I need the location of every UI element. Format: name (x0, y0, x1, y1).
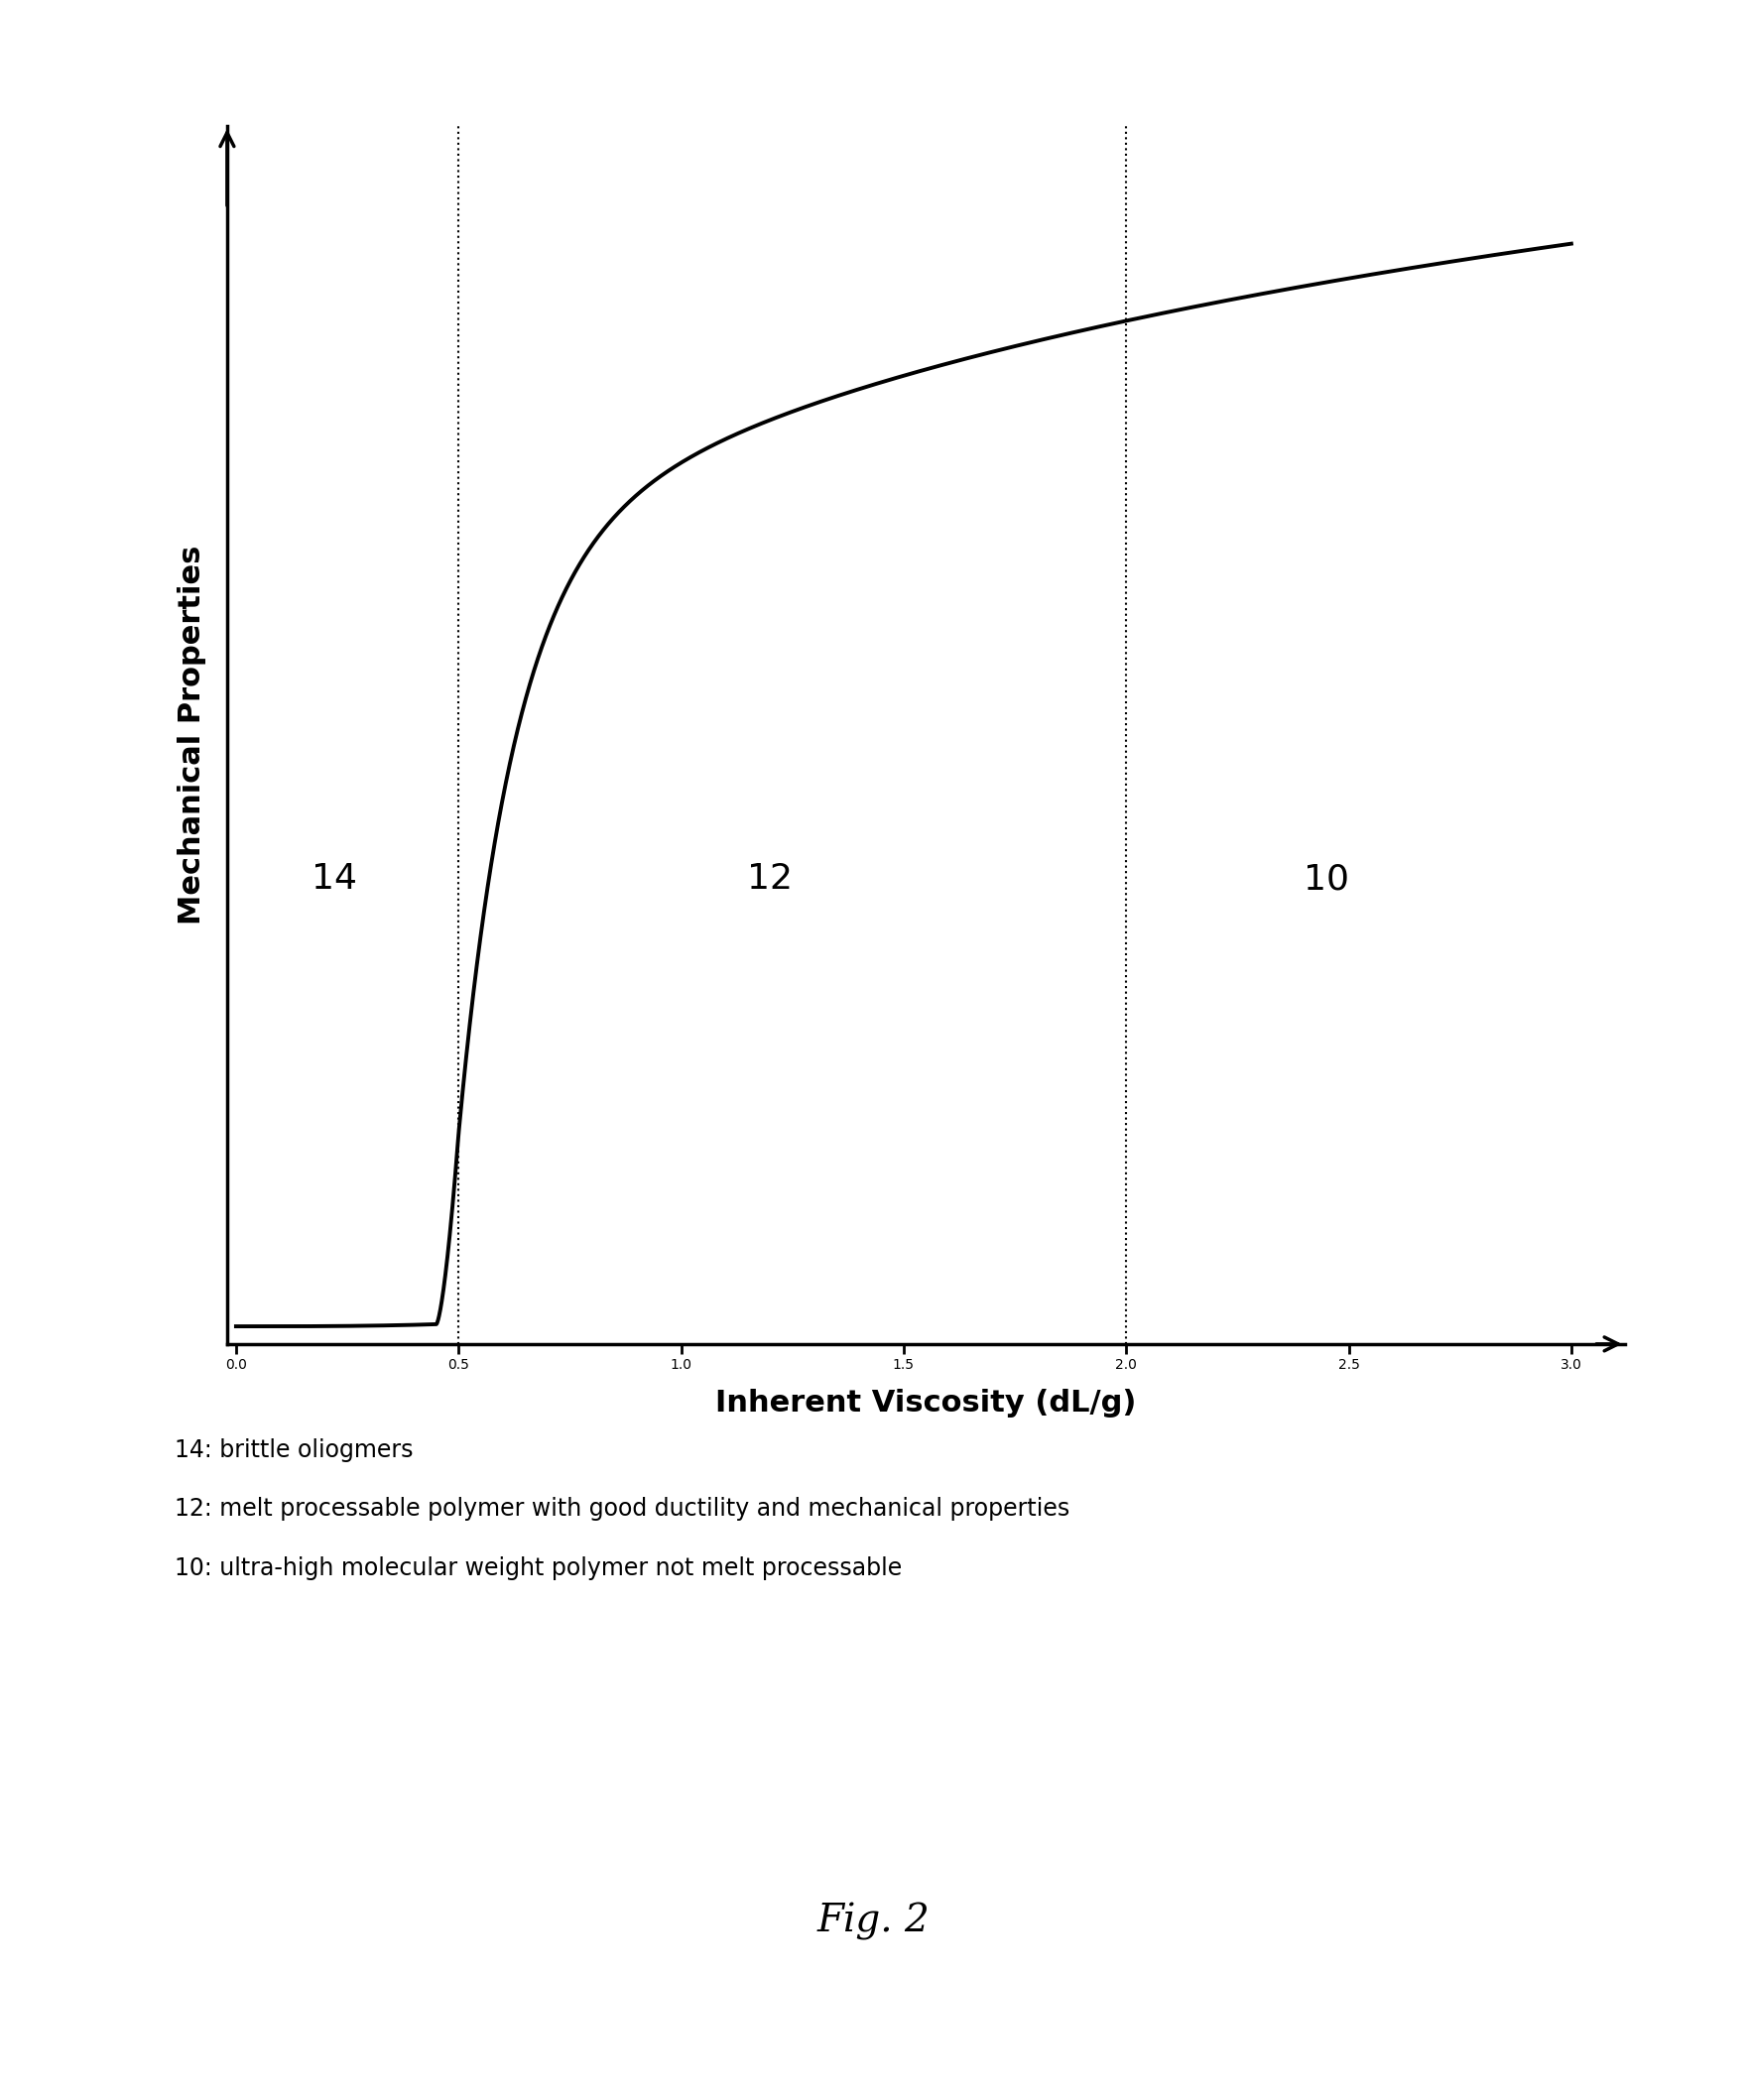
Text: 12: melt processable polymer with good ductility and mechanical properties: 12: melt processable polymer with good d… (175, 1497, 1069, 1520)
Text: 14: 14 (311, 863, 356, 897)
Text: 10: ultra-high molecular weight polymer not melt processable: 10: ultra-high molecular weight polymer … (175, 1556, 901, 1579)
Text: 14: brittle oliogmers: 14: brittle oliogmers (175, 1439, 414, 1462)
Y-axis label: Mechanical Properties: Mechanical Properties (178, 546, 206, 924)
X-axis label: Inherent Viscosity (dL/g): Inherent Viscosity (dL/g) (716, 1388, 1136, 1417)
Text: Fig. 2: Fig. 2 (818, 1903, 929, 1940)
Text: 12: 12 (748, 863, 793, 897)
Text: 10: 10 (1303, 863, 1349, 897)
